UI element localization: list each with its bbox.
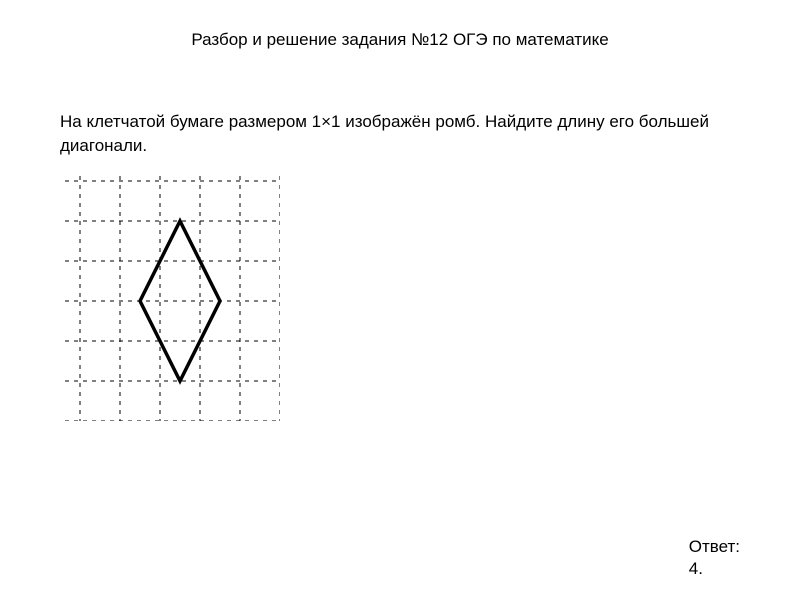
page-title: Разбор и решение задания №12 ОГЭ по мате… bbox=[0, 0, 800, 50]
diagram-container bbox=[65, 176, 800, 421]
answer-label: Ответ: bbox=[689, 536, 740, 558]
problem-text: На клетчатой бумаге размером 1×1 изображ… bbox=[0, 50, 800, 158]
answer-value: 4. bbox=[689, 558, 740, 580]
rhombus-diagram bbox=[65, 176, 280, 421]
answer-block: Ответ: 4. bbox=[689, 536, 740, 580]
